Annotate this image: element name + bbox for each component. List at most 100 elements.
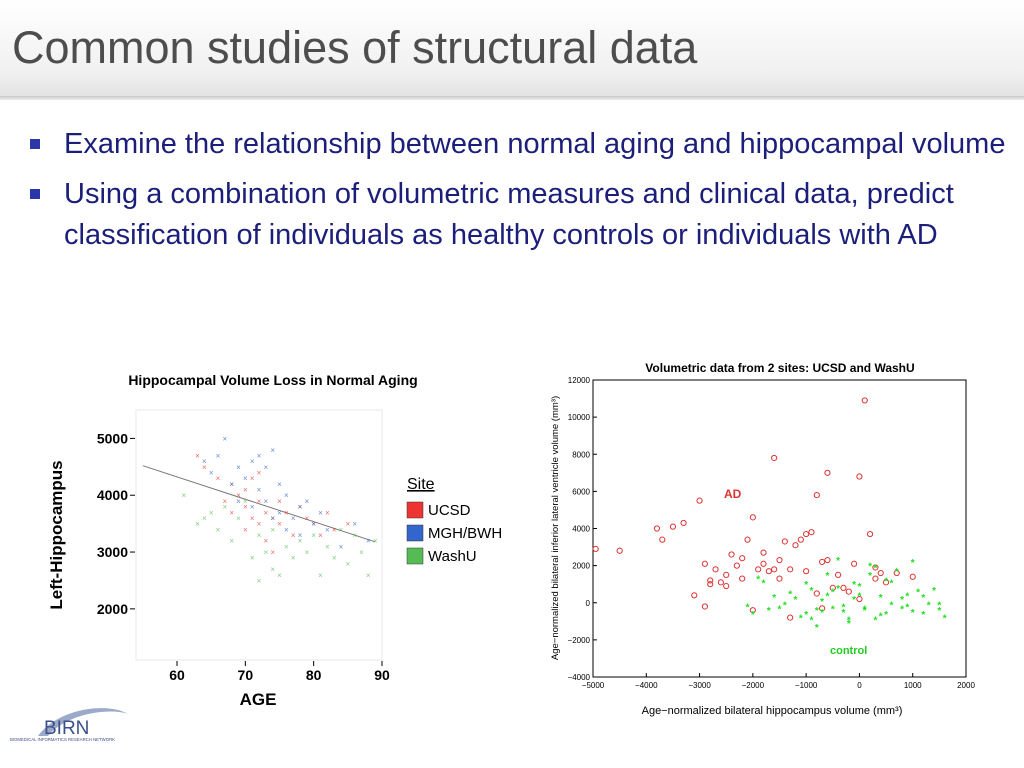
data-point-washu: × xyxy=(257,576,262,585)
data-point-control: * xyxy=(746,602,750,613)
legend-swatch xyxy=(406,501,424,519)
data-point-washu: × xyxy=(291,554,296,563)
data-point-control: * xyxy=(810,615,814,626)
bullet-text: Using a combination of volumetric measur… xyxy=(64,178,954,251)
data-point-mgh-bwh: × xyxy=(222,434,227,443)
data-point-ucsd: × xyxy=(332,525,337,534)
data-point-ad xyxy=(829,584,836,591)
data-point-mgh-bwh: × xyxy=(202,457,207,466)
data-point-ucsd: × xyxy=(195,451,200,460)
data-point-control: * xyxy=(783,601,787,612)
plot-area xyxy=(135,409,383,661)
x-tick-label: 60 xyxy=(169,667,185,683)
ad-annotation: AD xyxy=(724,487,742,501)
data-point-control: * xyxy=(804,580,808,591)
y-tick-label: −4000 xyxy=(568,673,591,682)
data-point-ad xyxy=(707,577,714,584)
data-point-control: * xyxy=(794,595,798,606)
data-point-control: * xyxy=(831,588,835,599)
data-point-washu: × xyxy=(222,503,227,512)
data-point-ad xyxy=(680,519,687,527)
data-point-mgh-bwh: × xyxy=(291,514,296,523)
data-point-control: * xyxy=(868,571,872,582)
data-point-ad xyxy=(877,569,884,577)
data-point-control: * xyxy=(857,582,861,593)
data-point-ad xyxy=(771,454,778,462)
data-point-ad xyxy=(669,523,677,530)
data-point-washu: × xyxy=(359,548,364,557)
aging-scatter-chart: Hippocampal Volume Loss in Normal Aging … xyxy=(47,372,502,709)
data-point-ad xyxy=(792,542,799,549)
data-point-washu: × xyxy=(257,531,262,540)
data-point-washu: × xyxy=(366,571,371,580)
data-point-washu: × xyxy=(209,508,214,517)
y-tick-label: 5000 xyxy=(97,430,128,446)
data-point-mgh-bwh: × xyxy=(311,520,316,529)
data-point-washu: × xyxy=(284,542,289,551)
data-point-ad xyxy=(616,547,623,554)
data-point-ucsd: × xyxy=(222,497,227,506)
data-point-mgh-bwh: × xyxy=(229,480,234,489)
data-point-control: * xyxy=(767,606,771,617)
data-point-ucsd: × xyxy=(202,463,207,472)
data-point-ucsd: × xyxy=(263,508,268,517)
legend-label: UCSD xyxy=(428,502,471,519)
data-point-control: * xyxy=(778,604,782,615)
data-point-ad xyxy=(755,566,762,573)
x-tick-label: −5000 xyxy=(582,681,605,690)
data-point-ad xyxy=(776,556,783,564)
data-point-ad xyxy=(893,569,900,577)
data-point-ucsd: × xyxy=(345,520,350,529)
data-point-washu: × xyxy=(339,525,344,534)
data-point-washu: × xyxy=(181,491,186,500)
data-point-control: * xyxy=(804,610,808,621)
y-tick-label: 3000 xyxy=(97,544,128,560)
data-point-control: * xyxy=(932,586,936,597)
data-point-ucsd: × xyxy=(270,514,275,523)
data-point-washu: × xyxy=(325,542,330,551)
data-point-mgh-bwh: × xyxy=(250,457,255,466)
logo-text: BIRN xyxy=(44,718,89,739)
volumetric-scatter-chart: Volumetric data from 2 sites: UCSD and W… xyxy=(550,361,975,717)
data-point-control: * xyxy=(889,601,893,612)
data-point-ad xyxy=(776,575,783,582)
data-point-mgh-bwh: × xyxy=(270,446,275,455)
data-point-mgh-bwh: × xyxy=(304,497,309,506)
data-point-washu: × xyxy=(373,537,378,546)
data-point-washu: × xyxy=(311,531,316,540)
data-point-ad xyxy=(861,397,868,404)
data-point-mgh-bwh: × xyxy=(277,480,282,489)
data-point-ucsd: × xyxy=(243,503,248,512)
data-point-ucsd: × xyxy=(284,508,289,517)
x-tick-label: 80 xyxy=(306,667,322,683)
data-point-washu: × xyxy=(298,537,303,546)
square-bullet-icon xyxy=(30,139,40,149)
x-axis-label: Age−normalized bilateral hippocampus vol… xyxy=(642,705,903,717)
data-point-washu: × xyxy=(195,520,200,529)
data-point-ucsd: × xyxy=(277,520,282,529)
data-point-washu: × xyxy=(270,565,275,574)
data-point-control: * xyxy=(884,610,888,621)
data-point-control: * xyxy=(900,604,904,615)
data-point-ucsd: × xyxy=(311,520,316,529)
data-point-ad xyxy=(744,536,751,543)
data-point-control: * xyxy=(905,602,909,613)
data-point-washu: × xyxy=(202,514,207,523)
legend-label: WashU xyxy=(428,548,477,565)
data-point-ad xyxy=(592,545,599,553)
data-point-ad xyxy=(739,575,746,582)
data-point-washu: × xyxy=(263,548,268,557)
y-tick-label: 2000 xyxy=(97,601,128,617)
data-point-control: * xyxy=(873,615,877,626)
data-point-mgh-bwh: × xyxy=(366,537,371,546)
data-point-mgh-bwh: × xyxy=(263,463,268,472)
y-axis-label: Left-Hippocampus xyxy=(47,460,66,609)
data-point-control: * xyxy=(815,606,819,617)
data-point-mgh-bwh: × xyxy=(325,525,330,534)
data-point-mgh-bwh: × xyxy=(298,531,303,540)
data-point-mgh-bwh: × xyxy=(318,508,323,517)
data-point-washu: × xyxy=(229,537,234,546)
data-point-control: * xyxy=(751,610,755,621)
slide-title: Common studies of structural data xyxy=(12,22,698,73)
